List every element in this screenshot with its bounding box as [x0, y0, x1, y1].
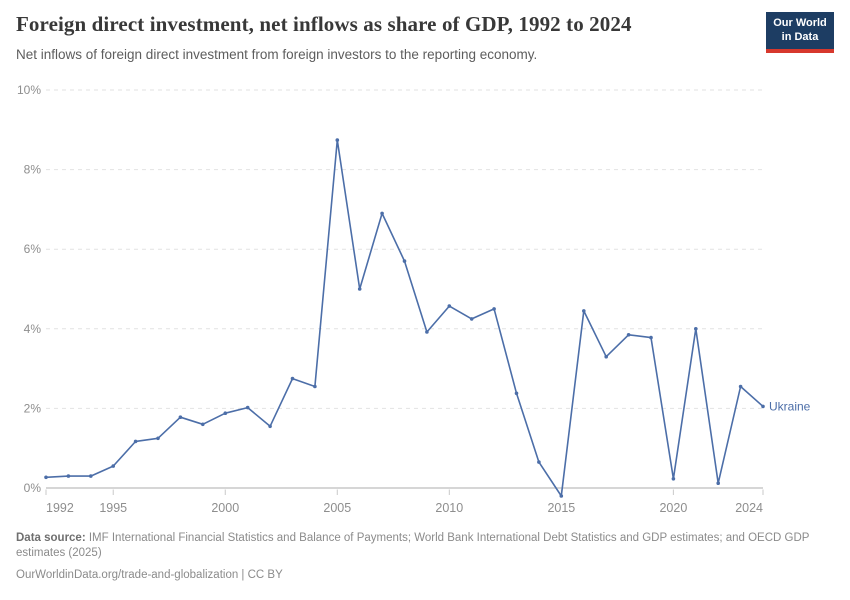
owid-logo-line1: Our World	[773, 17, 827, 29]
data-point[interactable]	[582, 309, 586, 313]
y-tick-label: 0%	[24, 481, 42, 495]
x-tick-label: 1995	[99, 501, 127, 515]
data-point[interactable]	[716, 481, 720, 486]
data-point[interactable]	[313, 384, 317, 389]
data-point[interactable]	[245, 405, 250, 410]
data-point[interactable]	[290, 376, 295, 381]
entity-label[interactable]: Ukraine	[769, 399, 811, 413]
data-point[interactable]	[469, 317, 474, 321]
data-point[interactable]	[671, 477, 676, 481]
x-tick-label: 2020	[659, 501, 687, 515]
owid-logo-line2: in Data	[781, 30, 819, 43]
data-point[interactable]	[514, 391, 519, 396]
data-point[interactable]	[402, 259, 407, 263]
owid-logo[interactable]: Our World in Data	[766, 12, 834, 53]
data-source-note: Data source: IMF International Financial…	[16, 531, 816, 561]
chart-subtitle: Net inflows of foreign direct investment…	[16, 47, 538, 63]
data-point[interactable]	[604, 354, 608, 359]
data-point[interactable]	[89, 474, 93, 478]
fdi-line-chart[interactable]: 0% 2% 4% 6% 8% 10% 1992 1995 2000 2005 2010 2015 202…	[0, 82, 850, 524]
data-point[interactable]	[425, 330, 429, 334]
data-point[interactable]	[223, 411, 228, 416]
data-source-label: Data source:	[16, 532, 86, 544]
data-point[interactable]	[111, 464, 115, 468]
y-tick-label: 2%	[24, 401, 42, 415]
data-point[interactable]	[178, 415, 183, 420]
data-point[interactable]	[626, 333, 631, 337]
chart-header: Foreign direct investment, net inflows a…	[16, 12, 750, 64]
license-line[interactable]: OurWorldinData.org/trade-and-globalizati…	[16, 569, 283, 582]
data-point[interactable]	[335, 138, 340, 142]
x-tick-label: 2010	[435, 501, 463, 515]
x-tick-label: 2000	[211, 501, 239, 515]
data-point[interactable]	[156, 436, 160, 441]
x-tick-label: 2015	[547, 501, 575, 515]
x-tick-label: 2005	[323, 501, 351, 515]
x-tick-label: 1992	[46, 501, 74, 515]
data-point[interactable]	[761, 404, 765, 409]
data-point[interactable]	[447, 304, 452, 308]
data-point[interactable]	[559, 494, 564, 498]
data-point[interactable]	[694, 327, 698, 331]
data-point[interactable]	[492, 307, 496, 311]
y-tick-label: 10%	[17, 83, 41, 97]
data-point[interactable]	[201, 422, 205, 427]
y-tick-label: 4%	[24, 322, 42, 336]
data-point[interactable]	[268, 424, 272, 429]
y-tick-label: 6%	[24, 242, 42, 256]
data-point[interactable]	[66, 474, 71, 478]
chart-footer: Data source: IMF International Financial…	[16, 531, 816, 584]
data-point[interactable]	[738, 384, 743, 389]
data-point[interactable]	[44, 475, 48, 480]
data-point[interactable]	[380, 211, 384, 216]
data-point[interactable]	[537, 460, 541, 464]
data-point[interactable]	[649, 335, 653, 340]
data-point[interactable]	[133, 439, 138, 444]
x-tick-label: 2024	[735, 501, 763, 515]
series-line-ukraine[interactable]	[45, 139, 764, 497]
data-source-text: IMF International Financial Statistics a…	[16, 532, 810, 560]
data-point[interactable]	[357, 287, 362, 291]
y-tick-label: 8%	[24, 163, 42, 177]
chart-title: Foreign direct investment, net inflows a…	[16, 12, 632, 36]
